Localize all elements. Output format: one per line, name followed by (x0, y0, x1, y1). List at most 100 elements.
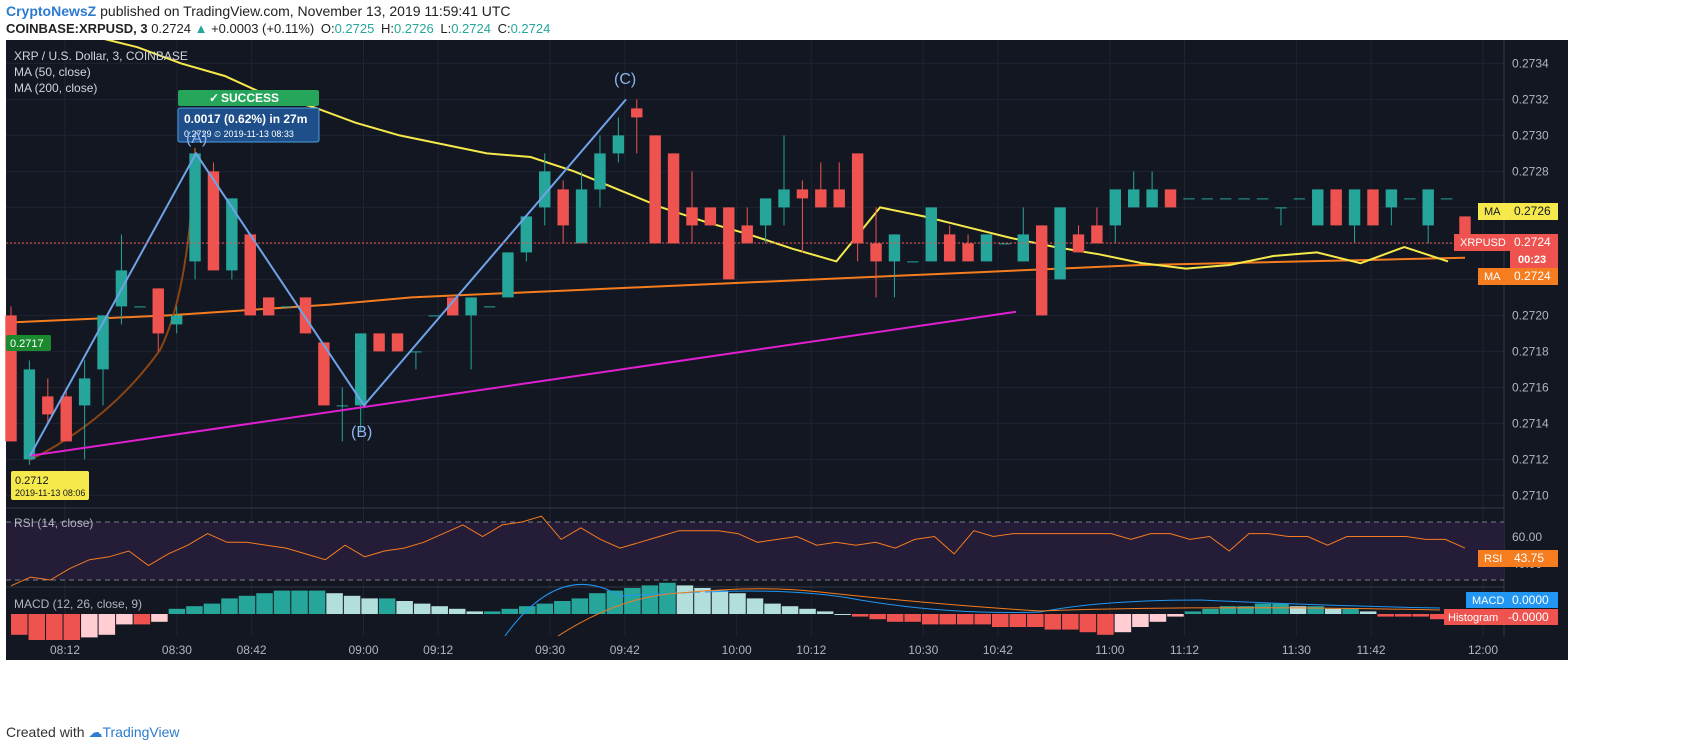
macd-bar (151, 614, 168, 622)
candle-body (281, 306, 293, 308)
candle-body (1312, 189, 1324, 226)
candle (428, 315, 441, 317)
start-price-flag (6, 335, 51, 351)
label-a: (A) (186, 130, 207, 147)
candle-body (1054, 207, 1066, 280)
candle-body (1183, 198, 1195, 200)
macd-bar (133, 614, 151, 625)
footer: Created with ☁TradingView (6, 724, 180, 741)
candle-body (1422, 189, 1434, 226)
candle (152, 288, 164, 352)
x-tick-label: 11:00 (1095, 643, 1124, 657)
candle (318, 342, 330, 406)
y-tick-label: 0.2714 (1512, 416, 1549, 430)
low-label: L: (440, 21, 452, 36)
macd-bar (554, 601, 571, 614)
candle-body (1404, 198, 1416, 200)
x-tick-label: 09:30 (535, 643, 565, 657)
candle-body (557, 189, 569, 226)
macd-bar (641, 585, 659, 614)
brand-name[interactable]: CryptoNewsZ (6, 3, 97, 19)
candle-body (980, 234, 993, 262)
candle (1367, 189, 1379, 226)
macd-bar (1254, 603, 1272, 614)
macd-bar (1307, 606, 1324, 614)
macd-bar (1377, 614, 1394, 617)
macd-bar (676, 585, 694, 614)
macd-bar (396, 601, 413, 614)
rsi-label: RSI (14, close) (14, 516, 93, 530)
candle (262, 297, 275, 316)
candle-body (759, 198, 772, 226)
candle (1293, 198, 1306, 200)
last-price: 0.2724 (151, 21, 191, 36)
candle-body (704, 207, 717, 226)
candle-body (1109, 189, 1122, 226)
candle (1459, 216, 1471, 235)
legend-ma50[interactable]: MA (50, close) (14, 65, 91, 79)
legend-title: XRP / U.S. Dollar, 3, COINBASE (14, 49, 188, 63)
candle-body (999, 243, 1011, 245)
macd-bar (1167, 614, 1184, 617)
macd-bar (886, 614, 904, 622)
histogram-tag-name: Histogram (1448, 612, 1498, 624)
countdown-tag (1510, 251, 1558, 268)
y-tick-label: 0.2718 (1512, 344, 1549, 358)
candle-body (1238, 198, 1250, 200)
candle (870, 207, 882, 298)
macd-bar (203, 603, 221, 614)
x-tick-label: 11:30 (1282, 643, 1311, 657)
success-label: SUCCESS (221, 91, 279, 105)
candle-body (410, 351, 422, 353)
macd-bar (1272, 603, 1289, 614)
macd-bar (361, 598, 378, 614)
candle (815, 162, 827, 208)
abc-pattern-line (29, 98, 627, 457)
candle-body (1164, 189, 1177, 208)
macd-bar (711, 590, 729, 614)
macd-bar (28, 614, 46, 640)
high-label: H: (380, 21, 394, 36)
candle (336, 387, 348, 442)
candle-body (520, 216, 533, 253)
candle-body (1385, 189, 1398, 208)
candle-body (391, 333, 404, 352)
start-price-value: 0.2717 (10, 338, 44, 350)
candle-body (907, 261, 919, 263)
trading-chart[interactable]: 0.2710 0.2712 0.2714 0.2716 0.2718 0.2720 0.27… (0, 40, 1568, 722)
macd-bar (378, 598, 396, 614)
candle (1256, 198, 1269, 200)
open-value: 0.2725 (334, 21, 375, 36)
macd-bar (1324, 608, 1342, 614)
success-callout: ✓ SUCCESS 0.0017 (0.62%) in 27m 0.2729 ⏲… (177, 90, 320, 143)
candle (483, 306, 496, 308)
candle (1109, 189, 1122, 244)
candle (962, 234, 974, 262)
macd-bar (1237, 606, 1254, 614)
macd-bar (536, 603, 554, 614)
candle-body (318, 342, 330, 406)
candle-body (612, 135, 625, 154)
candle-body (42, 396, 54, 415)
x-tick-label: 08:12 (50, 643, 80, 657)
rsi-line (10, 515, 1466, 587)
candle (226, 198, 238, 280)
macd-bar (256, 593, 273, 614)
x-tick-label: 11:42 (1356, 643, 1385, 657)
publication-text: published on TradingView.com, November 1… (100, 3, 511, 19)
macd-bar (659, 582, 676, 614)
candle-body (1330, 189, 1342, 226)
candle (1330, 189, 1342, 226)
rsi-band (6, 522, 1504, 580)
macd-bar (221, 598, 238, 614)
low-price-callout: 0.2712 2019-11-13 08:06 (11, 471, 89, 500)
candle (299, 297, 312, 334)
candle (1128, 171, 1140, 208)
candle-body (575, 189, 588, 244)
legend-ma200[interactable]: MA (200, close) (14, 81, 97, 95)
candle-body (870, 243, 882, 262)
footer-brand[interactable]: TradingView (102, 724, 180, 740)
low-price-value: 0.2712 (15, 475, 49, 487)
macd-bar (729, 593, 746, 614)
candle (281, 306, 293, 308)
